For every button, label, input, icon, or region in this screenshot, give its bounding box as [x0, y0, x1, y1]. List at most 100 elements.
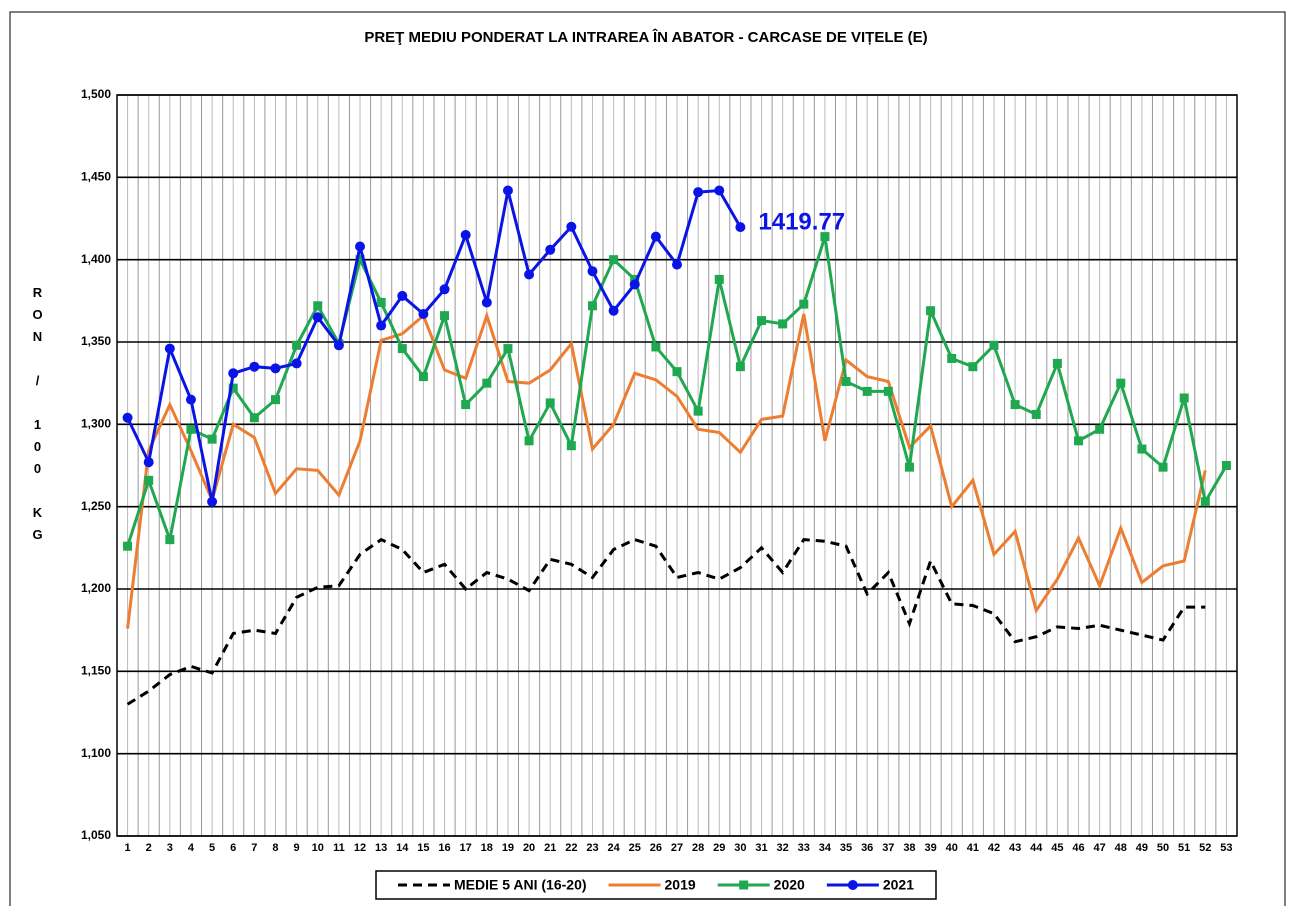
- point: [672, 367, 682, 377]
- x-tick-label: 29: [713, 842, 725, 854]
- x-tick-label: 40: [946, 842, 958, 854]
- y-tick-label: 1,400: [81, 252, 111, 266]
- point: [270, 363, 281, 374]
- point: [799, 299, 809, 309]
- point: [291, 358, 302, 369]
- point: [313, 301, 323, 311]
- point: [503, 344, 513, 354]
- point: [735, 362, 745, 372]
- legend-label: MEDIE 5 ANI (16-20): [454, 877, 587, 893]
- point: [650, 231, 661, 242]
- point: [820, 232, 830, 242]
- x-tick-label: 45: [1051, 842, 1063, 854]
- y-tick-label: 1,300: [81, 417, 111, 431]
- point: [1200, 497, 1210, 507]
- point: [123, 541, 133, 551]
- point: [841, 377, 851, 387]
- point: [693, 406, 703, 416]
- point: [207, 496, 218, 507]
- x-tick-label: 36: [861, 842, 873, 854]
- point: [397, 290, 408, 301]
- point: [144, 475, 154, 485]
- point: [545, 398, 555, 408]
- y-tick-label: 1,200: [81, 581, 111, 595]
- point: [1137, 444, 1147, 454]
- x-tick-label: 12: [354, 842, 366, 854]
- point: [947, 353, 957, 363]
- y-tick-label: 1,050: [81, 828, 111, 842]
- x-tick-label: 28: [692, 842, 704, 854]
- point: [312, 312, 323, 323]
- x-tick-label: 13: [375, 842, 387, 854]
- x-tick-label: 4: [188, 842, 195, 854]
- series-line: [126, 188, 742, 503]
- y-tick-label: 1,500: [81, 87, 111, 101]
- legend-label: 2021: [883, 877, 914, 893]
- x-tick-label: 5: [209, 842, 215, 854]
- point: [1095, 424, 1105, 434]
- x-tick-label: 11: [333, 842, 345, 854]
- point: [1052, 358, 1062, 368]
- point: [460, 229, 471, 240]
- x-tick-label: 41: [967, 842, 979, 854]
- point: [1010, 400, 1020, 410]
- point: [122, 412, 133, 423]
- point: [672, 259, 682, 270]
- x-tick-label: 6: [230, 842, 236, 854]
- x-tick-label: 19: [502, 842, 514, 854]
- point: [186, 424, 196, 434]
- point: [545, 244, 556, 255]
- point: [164, 343, 175, 354]
- point: [524, 269, 535, 280]
- x-tick-label: 49: [1136, 842, 1148, 854]
- y-tick-label: 1,350: [81, 334, 111, 348]
- x-tick-label: 43: [1009, 842, 1021, 854]
- x-tick-label: 17: [460, 842, 472, 854]
- point: [143, 457, 154, 468]
- x-tick-label: 51: [1178, 842, 1190, 854]
- x-tick-label: 48: [1115, 842, 1127, 854]
- legend-label: 2020: [774, 877, 805, 893]
- point: [587, 301, 597, 311]
- point: [228, 368, 239, 379]
- point: [757, 316, 767, 326]
- x-tick-label: 34: [819, 842, 832, 854]
- x-tick-label: 47: [1094, 842, 1106, 854]
- x-tick-label: 15: [417, 842, 429, 854]
- point: [735, 222, 746, 233]
- point: [1116, 378, 1126, 388]
- point: [355, 241, 366, 252]
- legend: MEDIE 5 ANI (16-20) 2019 2020 2021: [375, 870, 937, 900]
- x-tick-label: 38: [903, 842, 915, 854]
- point: [461, 400, 471, 410]
- x-tick-label: 16: [438, 842, 450, 854]
- point: [714, 274, 724, 284]
- point: [1158, 462, 1168, 472]
- x-tick-label: 21: [544, 842, 556, 854]
- y-tick-label: 1,100: [81, 746, 111, 760]
- x-tick-label: 3: [167, 842, 173, 854]
- point: [270, 395, 280, 405]
- point: [968, 362, 978, 372]
- x-tick-label: 44: [1030, 842, 1043, 854]
- point: [629, 279, 640, 290]
- y-tick-label: 1,450: [81, 170, 111, 184]
- series-line: [126, 310, 1207, 629]
- x-tick-label: 53: [1220, 842, 1232, 854]
- point: [778, 319, 788, 329]
- point: [249, 413, 259, 423]
- x-tick-label: 18: [481, 842, 493, 854]
- point: [566, 221, 577, 232]
- point: [207, 434, 217, 444]
- point: [1221, 461, 1231, 470]
- x-tick-label: 31: [755, 842, 767, 854]
- x-tick-label: 10: [312, 842, 324, 854]
- x-tick-label: 52: [1199, 842, 1211, 854]
- point: [883, 386, 893, 396]
- point: [292, 340, 302, 350]
- point: [228, 383, 238, 393]
- legend-marker: [847, 880, 858, 890]
- legend-marker: [739, 880, 749, 890]
- x-tick-label: 14: [396, 842, 409, 854]
